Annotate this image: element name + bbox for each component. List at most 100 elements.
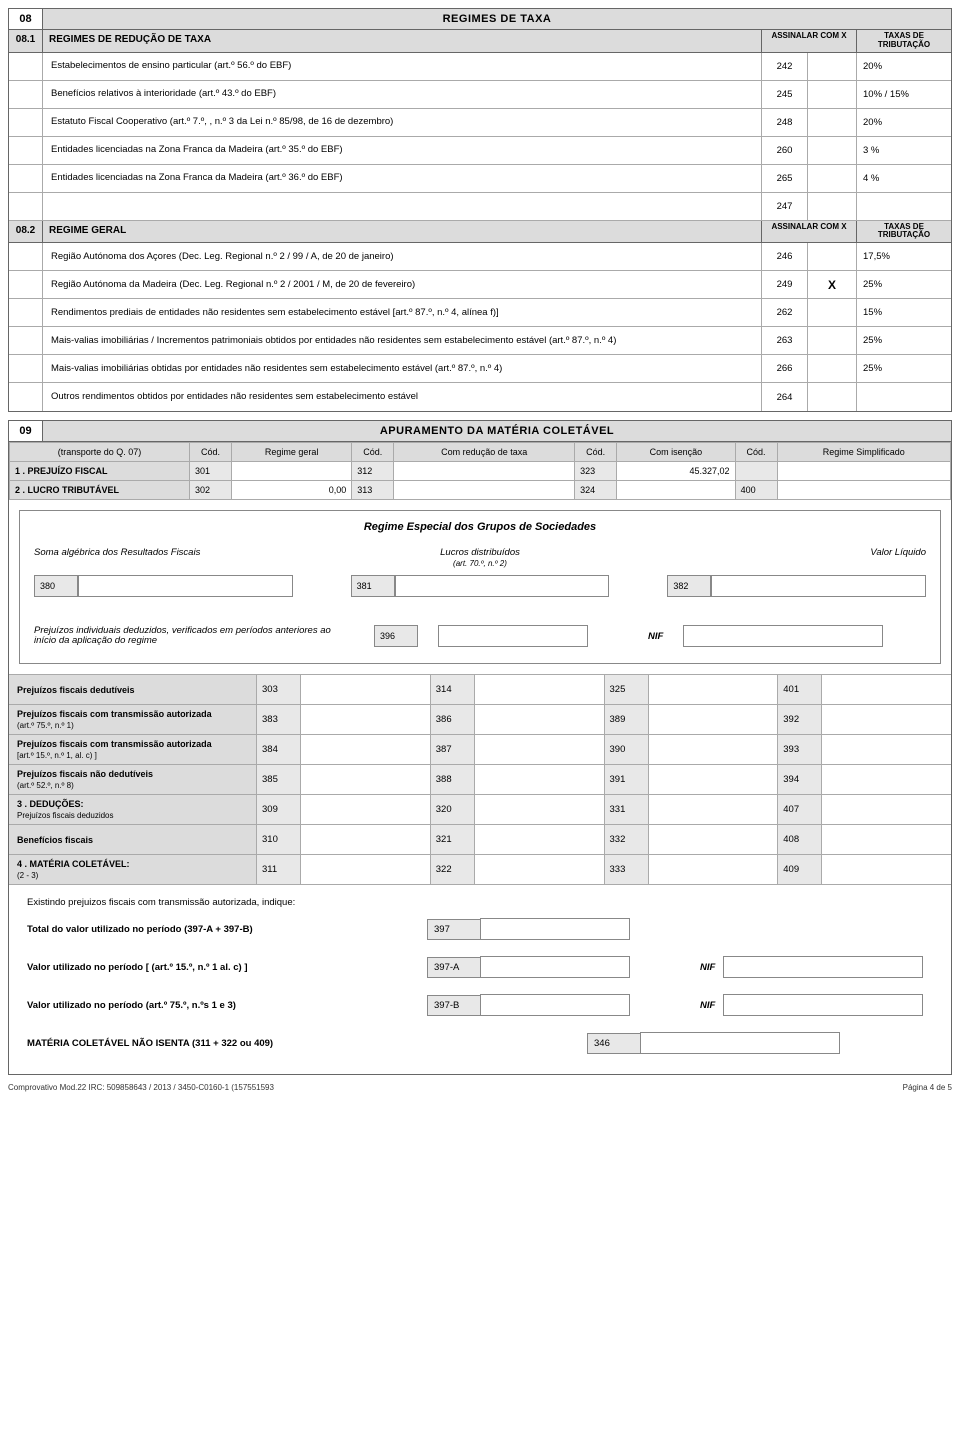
- grid-label: Prejuízos fiscais não dedutíveis(art.º 5…: [9, 765, 257, 794]
- subhead-08-1-cola: ASSINALAR COM X: [761, 30, 856, 52]
- head-cod2: Cód.: [352, 443, 394, 462]
- val-396[interactable]: [438, 625, 588, 647]
- grid-val-b[interactable]: [475, 765, 605, 794]
- nif-input-b[interactable]: [723, 994, 923, 1016]
- grid-label: Prejuízos fiscais dedutíveis: [9, 675, 257, 704]
- grid-val-b[interactable]: [475, 795, 605, 824]
- grid-code-b: 320: [431, 795, 475, 824]
- val-312[interactable]: [394, 462, 575, 481]
- row-desc: Mais-valias imobiliárias obtidas por ent…: [43, 355, 761, 382]
- grid-label: 3 . DEDUÇÕES:Prejuízos fiscais deduzidos: [9, 795, 257, 824]
- fval-397[interactable]: [480, 918, 630, 940]
- grid-val-d[interactable]: [822, 705, 951, 734]
- code-312: 312: [352, 462, 394, 481]
- table-row: Entidades licenciadas na Zona Franca da …: [9, 137, 951, 165]
- row-mark[interactable]: [807, 383, 856, 411]
- table-row: Mais-valias imobiliárias obtidas por ent…: [9, 355, 951, 383]
- grid-code-b: 321: [431, 825, 475, 854]
- grid-code-a: 311: [257, 855, 301, 884]
- row-mark[interactable]: [807, 193, 856, 220]
- grid-val-d[interactable]: [822, 735, 951, 764]
- grid-val-b[interactable]: [475, 735, 605, 764]
- fval-346[interactable]: [640, 1032, 840, 1054]
- section-08: 08 REGIMES DE TAXA 08.1 REGIMES DE REDUÇ…: [8, 8, 952, 412]
- grid-val-c[interactable]: [649, 765, 779, 794]
- grid-val-a[interactable]: [301, 765, 431, 794]
- grid-val-c[interactable]: [649, 795, 779, 824]
- row-mark[interactable]: [807, 299, 856, 326]
- val-313[interactable]: [394, 481, 575, 500]
- grid-val-a[interactable]: [301, 705, 431, 734]
- row-mark[interactable]: X: [807, 271, 856, 298]
- grid-val-c[interactable]: [649, 675, 779, 704]
- val-301[interactable]: [232, 462, 352, 481]
- row-rate: 10% / 15%: [856, 81, 951, 108]
- grid-val-b[interactable]: [475, 825, 605, 854]
- row-mark[interactable]: [807, 243, 856, 270]
- table-row: Entidades licenciadas na Zona Franca da …: [9, 165, 951, 193]
- fval-397a[interactable]: [480, 956, 630, 978]
- row-code: 266: [761, 355, 807, 382]
- row-rate: 25%: [856, 327, 951, 354]
- section-08-title: REGIMES DE TAXA: [43, 9, 951, 29]
- val-324[interactable]: [617, 481, 735, 500]
- grid-val-b[interactable]: [475, 705, 605, 734]
- val-302[interactable]: 0,00: [232, 481, 352, 500]
- row-rate: 20%: [856, 53, 951, 80]
- row-mark[interactable]: [807, 327, 856, 354]
- val-323[interactable]: 45.327,02: [617, 462, 735, 481]
- grid-val-a[interactable]: [301, 795, 431, 824]
- grid-val-c[interactable]: [649, 855, 779, 884]
- subhead-08-2: 08.2 REGIME GERAL ASSINALAR COM X TAXAS …: [9, 221, 951, 244]
- group-l2-main: Lucros distribuídos: [440, 547, 520, 558]
- code-313: 313: [352, 481, 394, 500]
- grid-val-c[interactable]: [649, 735, 779, 764]
- row-spacer: [9, 271, 43, 298]
- grid-val-c[interactable]: [649, 705, 779, 734]
- row-mark[interactable]: [807, 355, 856, 382]
- row-mark[interactable]: [807, 109, 856, 136]
- row-desc: Rendimentos prediais de entidades não re…: [43, 299, 761, 326]
- grid-val-d[interactable]: [822, 825, 951, 854]
- grid-val-b[interactable]: [475, 855, 605, 884]
- grid-row: Prejuízos fiscais com transmissão autori…: [9, 705, 951, 735]
- head-transporte: (transporte do Q. 07): [10, 443, 190, 462]
- val-400[interactable]: [777, 481, 950, 500]
- grid-val-a[interactable]: [301, 675, 431, 704]
- nif-input-396[interactable]: [683, 625, 883, 647]
- grid-val-b[interactable]: [475, 675, 605, 704]
- fcode-346: 346: [587, 1033, 641, 1054]
- group-p1: Prejuízos individuais deduzidos, verific…: [34, 626, 354, 647]
- grid-val-d[interactable]: [822, 855, 951, 884]
- row-desc: Entidades licenciadas na Zona Franca da …: [43, 165, 761, 192]
- row-mark[interactable]: [807, 53, 856, 80]
- nif-input-a[interactable]: [723, 956, 923, 978]
- row-spacer: [9, 165, 43, 192]
- row-spacer: [9, 327, 43, 354]
- grid-val-d[interactable]: [822, 795, 951, 824]
- grid-val-c[interactable]: [649, 825, 779, 854]
- val-382[interactable]: [711, 575, 926, 597]
- row-code: 246: [761, 243, 807, 270]
- val-380[interactable]: [78, 575, 293, 597]
- grid-val-a[interactable]: [301, 825, 431, 854]
- lbl-prejuizo: 1 . PREJUÍZO FISCAL: [10, 462, 190, 481]
- val-r1d[interactable]: [777, 462, 950, 481]
- grid-val-d[interactable]: [822, 675, 951, 704]
- row-mark[interactable]: [807, 81, 856, 108]
- grid-val-a[interactable]: [301, 735, 431, 764]
- fval-397b[interactable]: [480, 994, 630, 1016]
- fline-397a: Valor utilizado no período [ (art.º 15.º…: [27, 956, 933, 978]
- row-mark[interactable]: [807, 137, 856, 164]
- row-desc: [43, 193, 761, 220]
- row-desc: Benefícios relativos à interioridade (ar…: [43, 81, 761, 108]
- row-spacer: [9, 53, 43, 80]
- grid-code-d: 409: [778, 855, 822, 884]
- grid-code-a: 310: [257, 825, 301, 854]
- row-mark[interactable]: [807, 165, 856, 192]
- grid-val-a[interactable]: [301, 855, 431, 884]
- grid-val-d[interactable]: [822, 765, 951, 794]
- val-381[interactable]: [395, 575, 610, 597]
- row-desc: Estatuto Fiscal Cooperativo (art.º 7.º, …: [43, 109, 761, 136]
- row-rate: 25%: [856, 355, 951, 382]
